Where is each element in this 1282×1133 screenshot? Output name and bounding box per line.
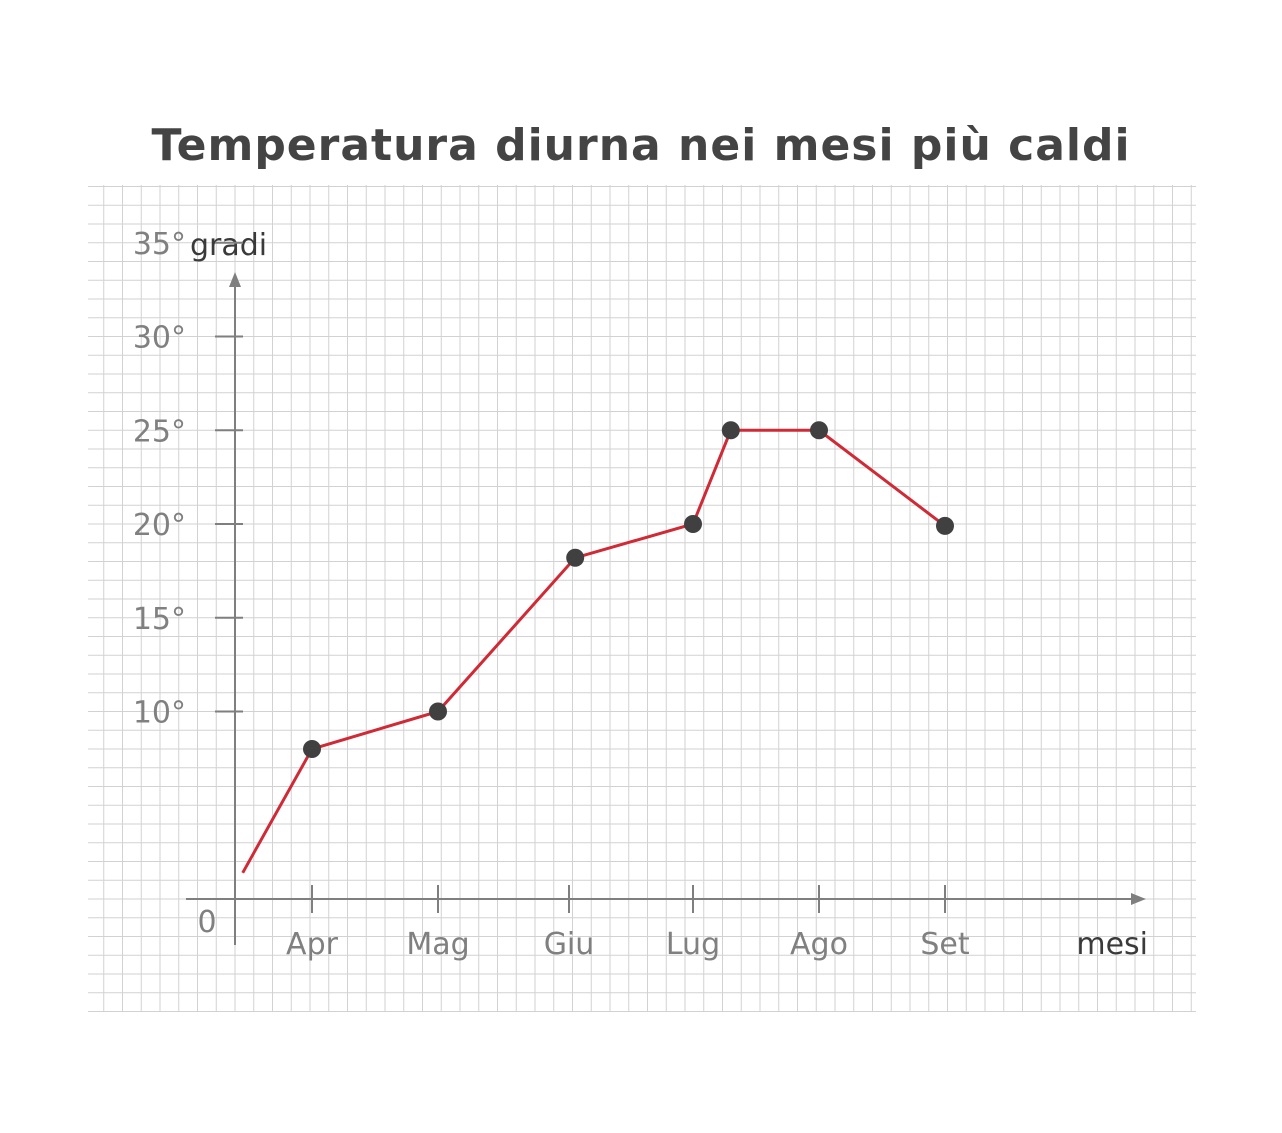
y-tick-label: 25° — [133, 414, 186, 449]
x-tick-label: Set — [920, 927, 970, 962]
y-axis-label: gradi — [190, 228, 267, 263]
data-point — [721, 421, 740, 440]
y-ticks: 10° 15° 20° 25° 30° 35° — [133, 227, 243, 731]
origin-label: 0 — [197, 905, 216, 940]
x-axis-arrow-icon — [1131, 893, 1146, 905]
x-tick-label: Giu — [544, 927, 595, 962]
data-point — [936, 516, 954, 535]
y-tick-label: 15° — [133, 602, 186, 637]
data-points — [303, 421, 954, 758]
grid-background — [88, 185, 1196, 1012]
data-point — [566, 548, 585, 567]
x-tick-label: Apr — [286, 927, 339, 962]
y-axis-arrow-icon — [229, 272, 241, 287]
data-point — [429, 702, 447, 721]
x-axis-label: mesi — [1076, 927, 1148, 962]
data-point — [684, 515, 702, 533]
data-point — [303, 740, 321, 758]
temperature-series-line — [241, 428, 946, 874]
x-tick-label: Mag — [406, 927, 469, 962]
y-tick-label: 10° — [133, 696, 186, 731]
x-tick-label: Ago — [790, 927, 848, 962]
y-tick-label: 20° — [133, 508, 186, 543]
y-tick-label: 35° — [133, 227, 186, 262]
axes — [186, 272, 1146, 945]
x-tick-label: Lug — [666, 927, 720, 962]
x-ticks: Apr Mag Giu Lug Ago Set — [286, 885, 970, 962]
chart-title: Temperatura diurna nei mesi più caldi — [151, 120, 1130, 171]
data-point — [810, 421, 828, 440]
y-tick-label: 30° — [133, 321, 186, 356]
